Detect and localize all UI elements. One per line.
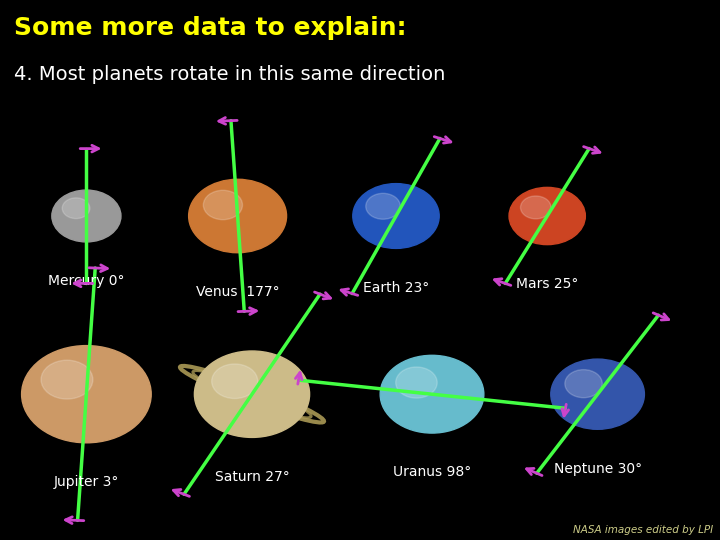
- Text: Some more data to explain:: Some more data to explain:: [14, 16, 407, 40]
- Circle shape: [396, 367, 437, 398]
- Text: NASA images edited by LPI: NASA images edited by LPI: [572, 524, 713, 535]
- Text: Mars 25°: Mars 25°: [516, 277, 578, 291]
- Circle shape: [551, 359, 644, 429]
- Circle shape: [380, 355, 484, 433]
- Circle shape: [41, 360, 93, 399]
- Circle shape: [564, 369, 602, 397]
- Circle shape: [509, 187, 585, 245]
- Text: Uranus 98°: Uranus 98°: [393, 465, 471, 480]
- Text: 4. Most planets rotate in this same direction: 4. Most planets rotate in this same dire…: [14, 65, 446, 84]
- Text: Mercury 0°: Mercury 0°: [48, 274, 125, 288]
- Circle shape: [194, 351, 310, 437]
- Circle shape: [521, 196, 551, 219]
- Text: Jupiter 3°: Jupiter 3°: [54, 475, 119, 489]
- Circle shape: [212, 364, 258, 399]
- Circle shape: [189, 179, 287, 253]
- Circle shape: [22, 346, 151, 443]
- Text: Earth 23°: Earth 23°: [363, 281, 429, 295]
- Circle shape: [52, 190, 121, 242]
- Text: Saturn 27°: Saturn 27°: [215, 470, 289, 484]
- Text: Neptune 30°: Neptune 30°: [554, 462, 642, 476]
- Circle shape: [62, 198, 90, 219]
- Circle shape: [353, 184, 439, 248]
- Circle shape: [203, 190, 243, 220]
- Text: Venus  177°: Venus 177°: [196, 285, 279, 299]
- Circle shape: [366, 193, 400, 219]
